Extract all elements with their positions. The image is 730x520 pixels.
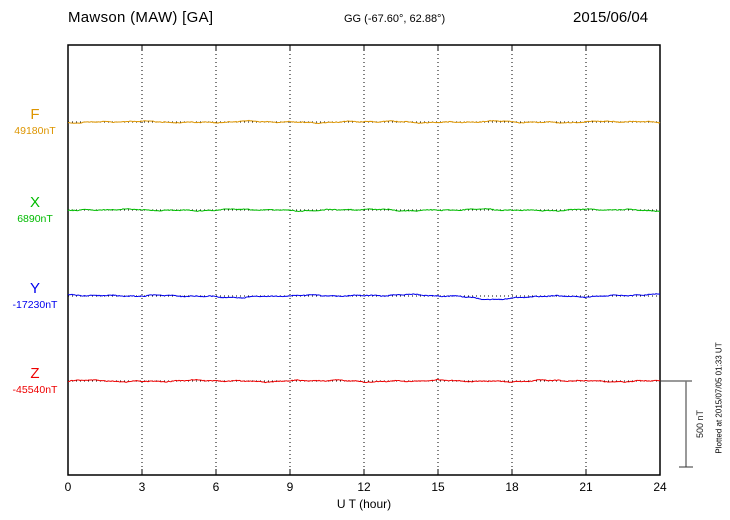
scale-bar-label: 500 nT [695,409,705,439]
x-axis-title: U T (hour) [336,497,392,511]
series-baseline-value: 6890nT [17,213,53,226]
x-tick-label: 15 [431,480,445,494]
series-name: Z [30,365,40,382]
series-baseline-value: -45540nT [12,384,58,397]
series-name: F [30,106,40,123]
trace-F [67,119,661,125]
trace-Z [67,378,661,384]
x-tick-label: 0 [64,480,72,494]
date-label: 2015/06/04 [573,9,649,26]
series-baseline-value: -17230nT [12,299,58,312]
series-label-Z: Z -45540nT [6,365,64,396]
series-baseline-value: 49180nT [14,125,56,138]
x-tick-label: 21 [579,480,593,494]
x-tick-label: 12 [357,480,371,494]
x-tick-label: 24 [653,480,667,494]
series-label-X: X 6890nT [6,194,64,225]
station-title: Mawson (MAW) [GA] [68,9,214,26]
series-label-F: F 49180nT [6,106,64,137]
x-tick-label: 9 [286,480,294,494]
series-label-Y: Y -17230nT [6,280,64,311]
trace-X [67,208,661,213]
x-tick-label: 3 [138,480,146,494]
x-tick-label: 6 [212,480,220,494]
x-tick-label: 18 [505,480,519,494]
trace-Y [67,293,661,301]
series-name: Y [29,280,40,297]
coordinates-label: GG (-67.60°, 62.88°) [344,13,446,25]
series-name: X [29,194,40,211]
plotted-at-note: Plotted at 2015/07/05 01:33 UT [714,342,724,454]
